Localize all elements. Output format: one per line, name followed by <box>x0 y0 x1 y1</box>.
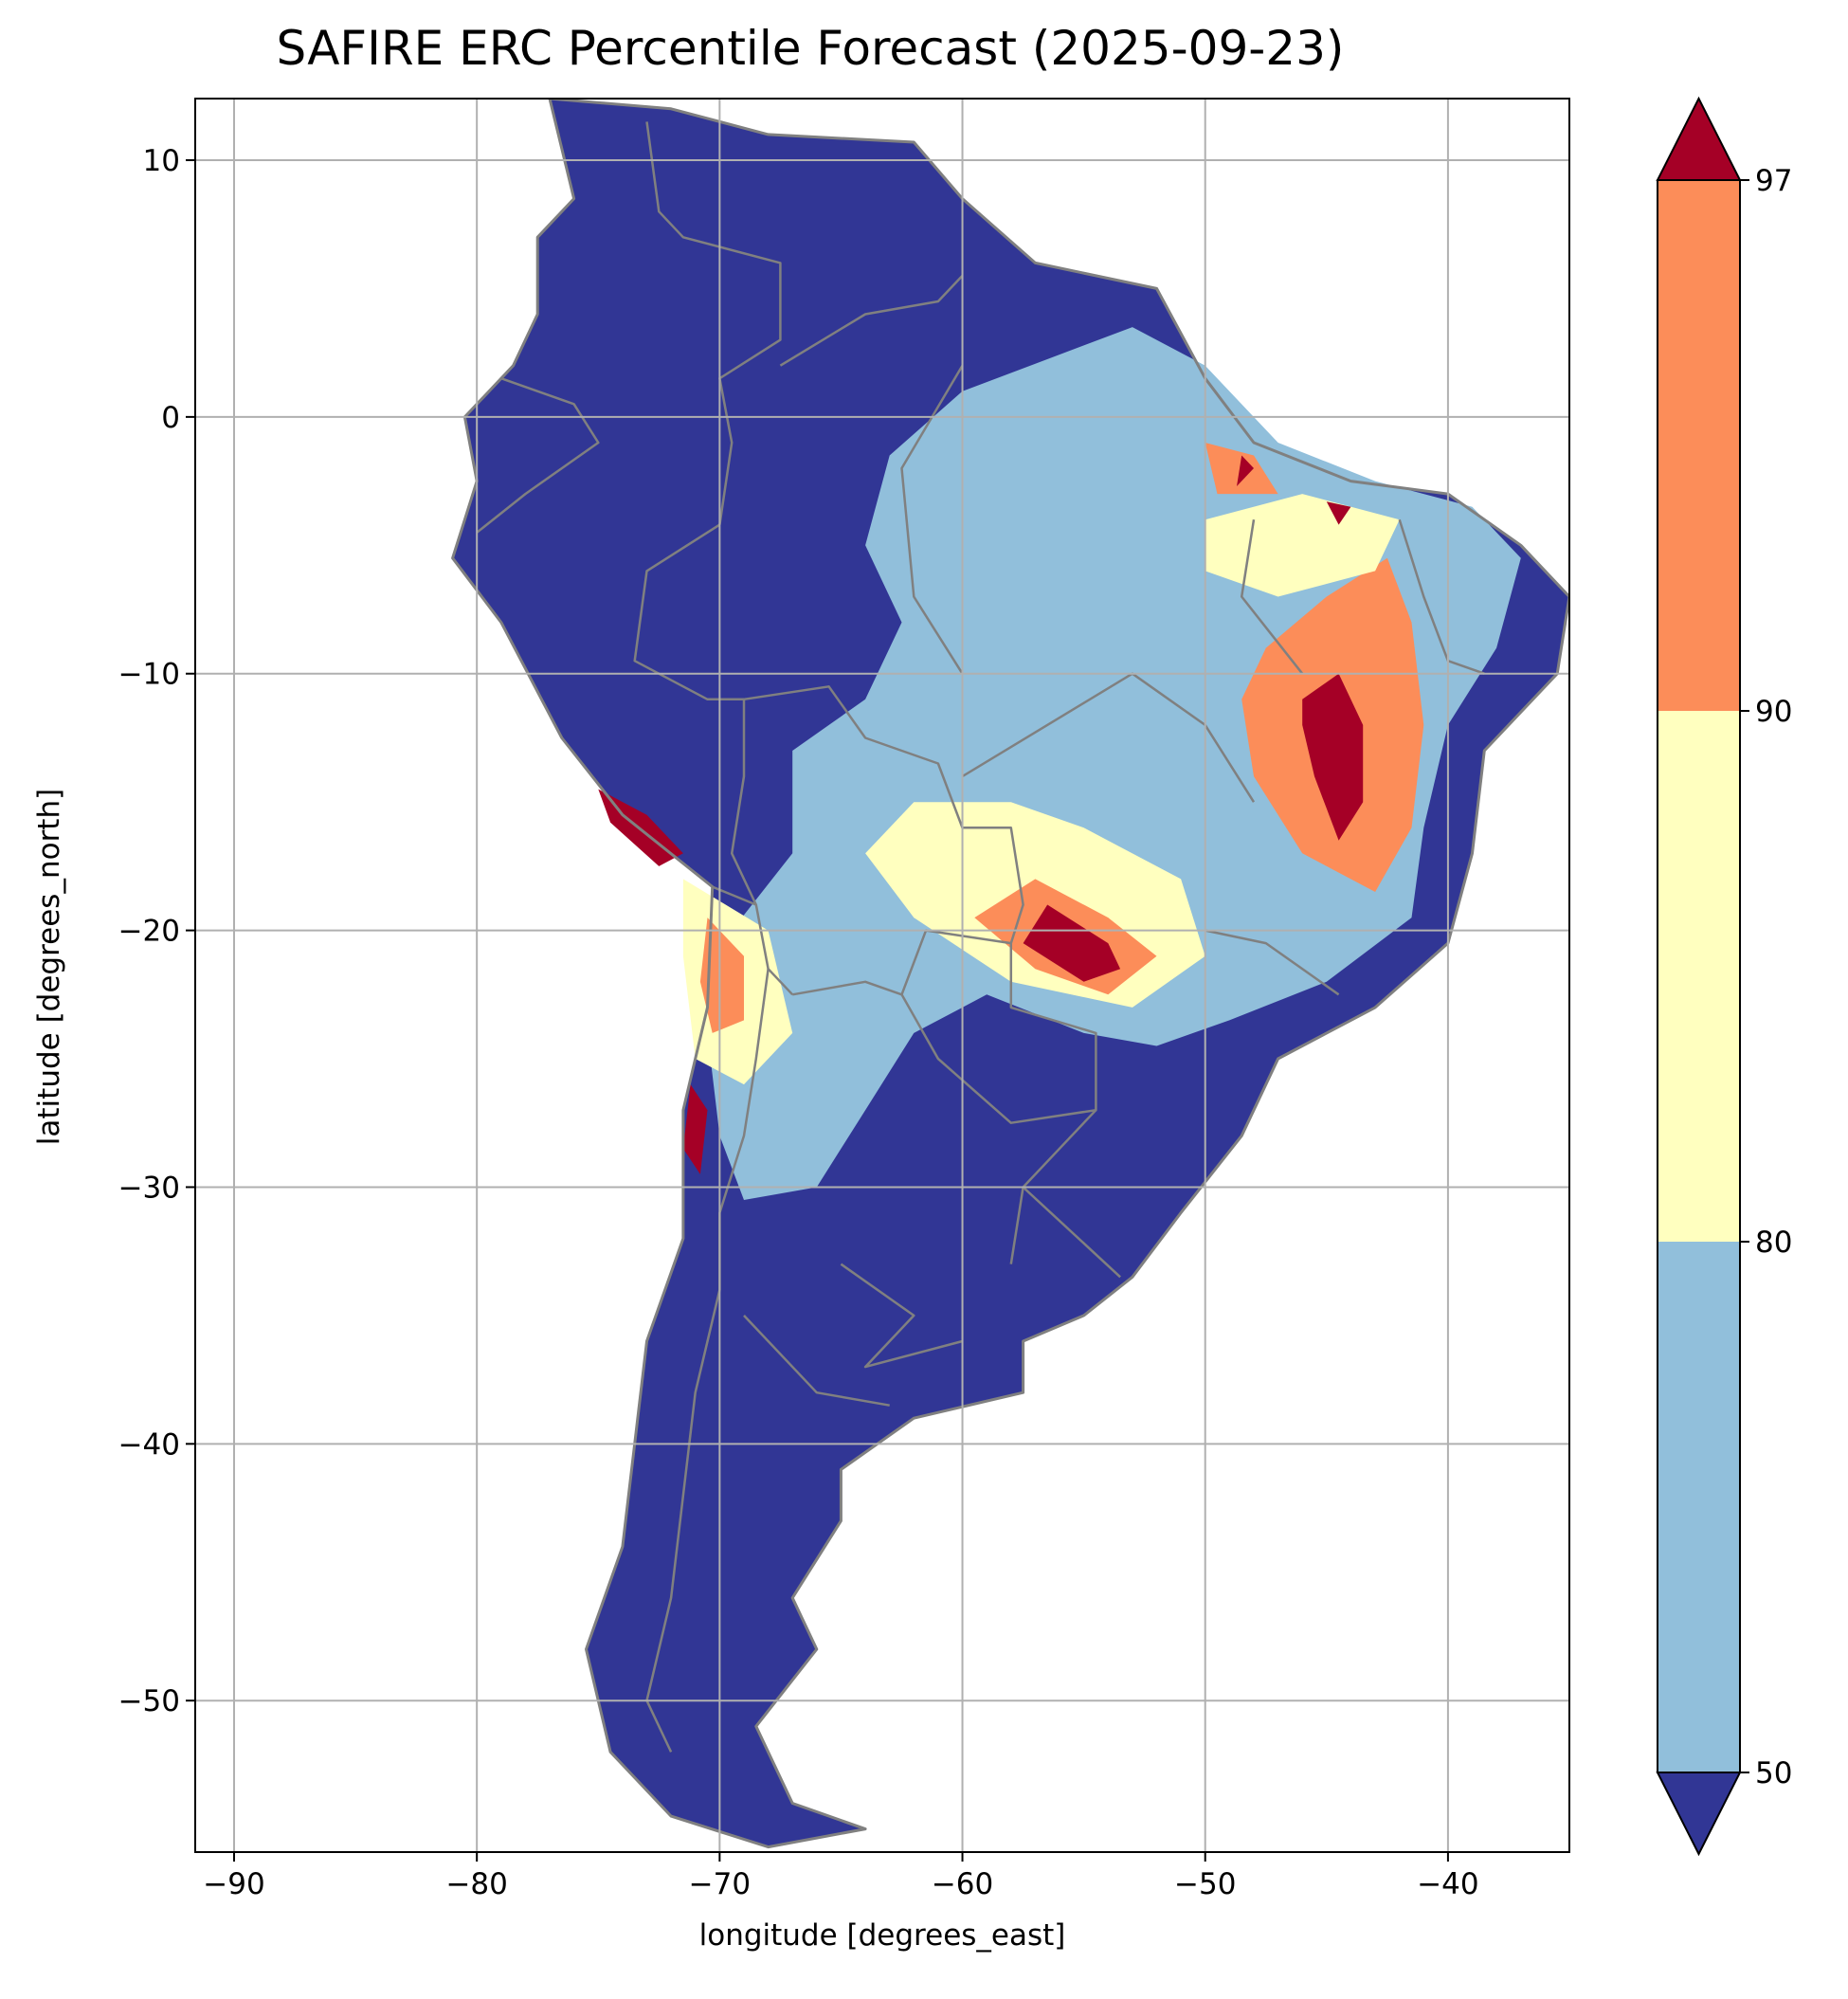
x-tick-label: −60 <box>932 1867 993 1901</box>
colorbar-tick-label: 90 <box>1755 695 1792 729</box>
border-line <box>779 275 964 367</box>
y-tick-label: −30 <box>118 1171 180 1205</box>
border-line <box>743 1315 890 1407</box>
map-plot-area <box>195 99 1569 1852</box>
colorbar-tick-label: 50 <box>1755 1756 1792 1790</box>
y-tick-label: 10 <box>143 144 180 178</box>
y-tick-label: −10 <box>118 658 180 692</box>
colorbar-tick-label: 97 <box>1755 164 1792 198</box>
y-tick-label: 0 <box>161 401 180 435</box>
x-tick-label: −90 <box>203 1867 264 1901</box>
region-patch <box>682 1084 708 1174</box>
colorbar-ticks: 50 80 90 97 <box>1740 164 1792 1790</box>
y-tick-label: −40 <box>118 1427 180 1462</box>
y-axis-label: latitude [degrees_north] <box>32 788 66 1146</box>
colorbar-bins <box>1656 96 1742 1857</box>
x-tick-label: −40 <box>1417 1867 1478 1901</box>
border-line <box>961 672 1256 803</box>
region-patch <box>1023 904 1121 982</box>
border-line <box>1398 518 1485 675</box>
x-tick-label: −80 <box>445 1867 507 1901</box>
border-line <box>1009 1187 1024 1264</box>
colorbar: 50 80 90 97 <box>1656 96 1792 1857</box>
y-axis-ticks: 10 0 −10 −20 −30 −40 −50 <box>118 144 195 1718</box>
x-tick-label: −70 <box>689 1867 751 1901</box>
region-extreme <box>1302 673 1364 841</box>
region-patch <box>1326 501 1351 525</box>
colorbar-frame <box>1657 179 1741 1773</box>
x-axis-label: longitude [degrees_east] <box>698 1918 1066 1953</box>
colorbar-extend-min <box>1656 1772 1742 1857</box>
border-line <box>1240 519 1304 675</box>
x-tick-label: −50 <box>1174 1867 1236 1901</box>
border-line <box>743 685 1024 944</box>
colorbar-bin <box>1658 1242 1740 1772</box>
country-borders <box>451 99 1569 1849</box>
y-tick-label: −20 <box>118 915 180 949</box>
colorbar-bin <box>1658 180 1740 711</box>
colorbar-bin <box>1658 711 1740 1242</box>
border-line <box>730 699 794 996</box>
border-line <box>1205 929 1340 996</box>
coastline <box>451 99 1569 1849</box>
colorbar-extend-max <box>1656 96 1742 181</box>
gridlines <box>195 99 1569 1852</box>
border-line <box>840 1263 963 1369</box>
border-line <box>1022 1109 1121 1279</box>
plot-frame <box>194 98 1570 1853</box>
region-patch <box>1237 455 1254 486</box>
x-axis-ticks: −90 −80 −70 −60 −50 −40 <box>203 1852 1479 1901</box>
border-line <box>645 969 770 1753</box>
colorbar-tick-label: 80 <box>1755 1226 1792 1260</box>
y-tick-label: −50 <box>118 1684 180 1718</box>
border-line <box>476 377 600 534</box>
chart-title: SAFIRE ERC Percentile Forecast (2025-09-… <box>276 21 1345 76</box>
border-line <box>645 121 782 525</box>
